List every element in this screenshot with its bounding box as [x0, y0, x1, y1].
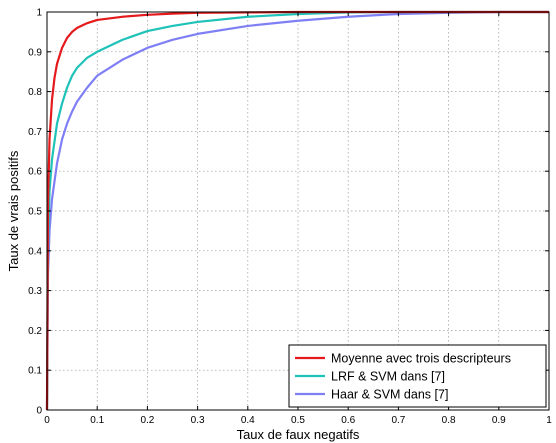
- x-tick-label: 0.7: [391, 415, 405, 426]
- x-tick-label: 0.4: [241, 415, 255, 426]
- x-tick-label: 0.2: [140, 415, 154, 426]
- x-tick-label: 0.1: [90, 415, 104, 426]
- legend-entry: LRF & SVM dans [7]: [331, 370, 445, 384]
- x-tick-label: 0.5: [291, 415, 305, 426]
- y-tick-label: 1: [36, 8, 42, 19]
- y-tick-label: 0.9: [28, 47, 42, 58]
- legend-entry: Haar & SVM dans [7]: [331, 388, 448, 402]
- axis-ticks: 0 0.1 0.2 0.3 0.4 0.5 0.6 0.7 0.8 0.9 1 0 0.1 0.2 0.3 0…: [28, 8, 552, 427]
- y-tick-label: 0.6: [28, 167, 42, 178]
- x-tick-label: 0.3: [191, 415, 205, 426]
- x-tick-label: 0: [44, 415, 50, 426]
- y-axis-label: Taux de vrais positifs: [6, 150, 21, 271]
- y-tick-label: 0.7: [28, 127, 42, 138]
- x-tick-label: 1: [546, 415, 552, 426]
- y-tick-label: 0.2: [28, 326, 42, 337]
- y-tick-label: 0.4: [28, 246, 42, 257]
- series-line: [45, 10, 549, 411]
- y-tick-label: 0.5: [28, 207, 42, 218]
- y-tick-label: 0.1: [28, 366, 42, 377]
- x-tick-label: 0.6: [341, 415, 355, 426]
- y-tick-label: 0.3: [28, 286, 42, 297]
- legend-box: [288, 344, 547, 408]
- plot-background: [47, 12, 549, 410]
- x-tick-label: 0.8: [442, 415, 456, 426]
- y-tick-label: 0: [36, 406, 42, 417]
- x-tick-label: 0.9: [492, 415, 506, 426]
- y-tick-label: 0.8: [28, 87, 42, 98]
- legend-entry: Moyenne avec trois descripteurs: [331, 352, 511, 366]
- legend: Moyenne avec trois descripteurs LRF & SVM…: [288, 344, 547, 408]
- x-axis-label: Taux de faux negatifs: [237, 427, 360, 442]
